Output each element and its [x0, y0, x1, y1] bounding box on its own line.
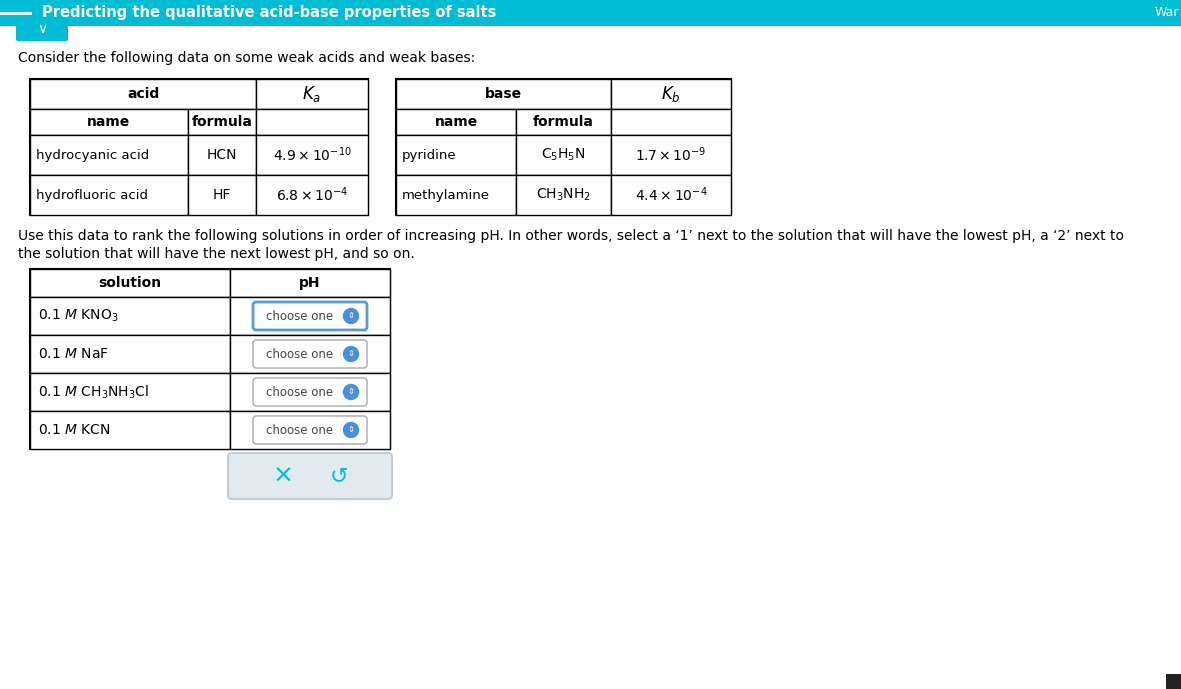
Text: methylamine: methylamine: [402, 189, 490, 201]
Bar: [30, 135, 188, 175]
Text: ∨: ∨: [37, 22, 47, 36]
Bar: [516, 109, 611, 135]
Bar: [30, 269, 230, 297]
Bar: [396, 79, 731, 215]
Circle shape: [344, 347, 359, 362]
FancyBboxPatch shape: [17, 17, 68, 41]
Bar: [396, 175, 516, 215]
Bar: [1166, 674, 1181, 689]
Text: choose one: choose one: [266, 424, 333, 437]
Text: ⇕: ⇕: [347, 387, 354, 396]
Bar: [256, 135, 368, 175]
FancyBboxPatch shape: [228, 453, 392, 499]
Bar: [611, 109, 731, 135]
Text: 0.1 $M$ CH$_3$NH$_3$Cl: 0.1 $M$ CH$_3$NH$_3$Cl: [38, 383, 149, 401]
Bar: [611, 79, 731, 109]
Bar: [611, 175, 731, 215]
Text: 0.1 $M$ NaF: 0.1 $M$ NaF: [38, 347, 109, 361]
Text: choose one: choose one: [266, 309, 333, 322]
Bar: [516, 175, 611, 215]
Text: ×: ×: [273, 464, 293, 488]
Text: formula: formula: [191, 115, 253, 129]
Text: name: name: [87, 115, 131, 129]
Bar: [230, 373, 390, 411]
Bar: [256, 79, 368, 109]
Text: name: name: [435, 115, 477, 129]
Bar: [30, 109, 188, 135]
Text: ⇕: ⇕: [347, 426, 354, 435]
Text: ⇕: ⇕: [347, 311, 354, 320]
Bar: [30, 335, 230, 373]
Text: ⇕: ⇕: [347, 349, 354, 358]
Text: HCN: HCN: [207, 148, 237, 162]
Bar: [30, 269, 390, 449]
Bar: [0, 0, 1181, 26]
Text: $1.7 \times 10^{-9}$: $1.7 \times 10^{-9}$: [635, 145, 706, 164]
Bar: [230, 411, 390, 449]
Bar: [30, 175, 188, 215]
FancyBboxPatch shape: [253, 416, 367, 444]
Text: $K_a$: $K_a$: [302, 84, 321, 104]
Text: $\mathrm{CH_3NH_2}$: $\mathrm{CH_3NH_2}$: [536, 187, 590, 203]
Bar: [396, 135, 516, 175]
Bar: [256, 109, 368, 135]
Bar: [188, 175, 256, 215]
Text: ↺: ↺: [329, 466, 348, 486]
Text: hydrocyanic acid: hydrocyanic acid: [35, 149, 149, 161]
Bar: [188, 109, 256, 135]
Text: Use this data to rank the following solutions in order of increasing pH. In othe: Use this data to rank the following solu…: [18, 229, 1124, 243]
Bar: [30, 373, 230, 411]
Bar: [30, 297, 230, 335]
Bar: [516, 135, 611, 175]
FancyBboxPatch shape: [253, 378, 367, 406]
Text: the solution that will have the next lowest pH, and so on.: the solution that will have the next low…: [18, 247, 415, 261]
Text: formula: formula: [533, 115, 594, 129]
Text: pyridine: pyridine: [402, 149, 457, 161]
Bar: [30, 411, 230, 449]
Text: choose one: choose one: [266, 386, 333, 398]
Circle shape: [344, 384, 359, 400]
Bar: [396, 79, 611, 109]
Text: pH: pH: [299, 276, 321, 290]
Circle shape: [344, 309, 359, 324]
Text: $\mathrm{C_5H_5N}$: $\mathrm{C_5H_5N}$: [541, 147, 586, 163]
Text: acid: acid: [126, 87, 159, 101]
Text: $4.9 \times 10^{-10}$: $4.9 \times 10^{-10}$: [273, 145, 352, 164]
Text: $6.8 \times 10^{-4}$: $6.8 \times 10^{-4}$: [276, 186, 348, 205]
FancyBboxPatch shape: [253, 340, 367, 368]
Bar: [611, 135, 731, 175]
Text: $4.4 \times 10^{-4}$: $4.4 \times 10^{-4}$: [634, 186, 707, 205]
Text: Predicting the qualitative acid-base properties of salts: Predicting the qualitative acid-base pro…: [43, 6, 496, 21]
FancyBboxPatch shape: [253, 302, 367, 330]
Bar: [30, 79, 256, 109]
Text: solution: solution: [98, 276, 162, 290]
Text: hydrofluoric acid: hydrofluoric acid: [35, 189, 148, 201]
Text: 0.1 $M$ KCN: 0.1 $M$ KCN: [38, 423, 111, 437]
Text: Consider the following data on some weak acids and weak bases:: Consider the following data on some weak…: [18, 51, 475, 65]
Bar: [230, 269, 390, 297]
Bar: [230, 297, 390, 335]
Bar: [256, 175, 368, 215]
Bar: [188, 135, 256, 175]
Text: choose one: choose one: [266, 347, 333, 360]
Bar: [30, 79, 368, 215]
Text: 0.1 $M$ KNO$_3$: 0.1 $M$ KNO$_3$: [38, 308, 119, 325]
Text: HF: HF: [213, 188, 231, 202]
Circle shape: [344, 422, 359, 438]
Text: War: War: [1155, 6, 1180, 19]
Bar: [230, 335, 390, 373]
Text: base: base: [485, 87, 522, 101]
Text: $K_b$: $K_b$: [661, 84, 681, 104]
Bar: [396, 109, 516, 135]
